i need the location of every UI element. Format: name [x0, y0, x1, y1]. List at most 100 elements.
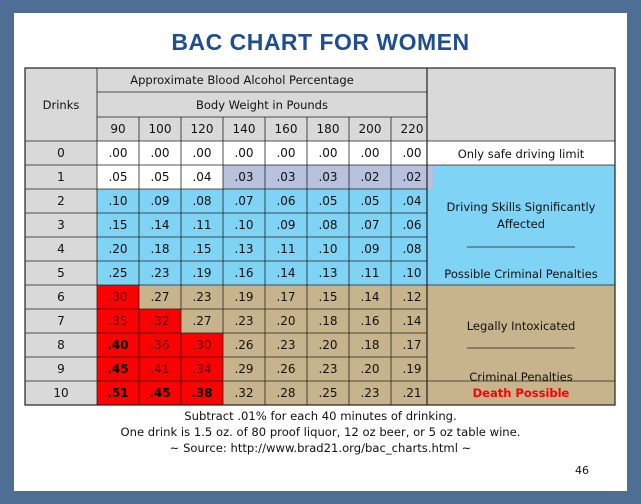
bac-cell-bg — [349, 189, 391, 213]
bac-table: Approximate Blood Alcohol Percentage Drin… — [24, 67, 616, 406]
bac-cell-bg — [97, 237, 139, 261]
legend-criminal-penalties: Criminal Penalties — [469, 370, 572, 384]
bac-cell-bg — [223, 333, 265, 357]
bac-cell-bg — [139, 381, 181, 405]
bac-cell-bg — [265, 261, 307, 285]
bac-cell-bg — [349, 165, 391, 189]
bac-value: .15 — [192, 242, 211, 256]
notes: Subtract .01% for each 40 minutes of dri… — [14, 408, 627, 456]
bac-value: .18 — [318, 314, 337, 328]
bac-value: .12 — [402, 290, 421, 304]
bac-cell-bg — [139, 237, 181, 261]
bac-value: .09 — [360, 242, 379, 256]
legend-legally-intoxicated: Legally Intoxicated — [467, 319, 576, 333]
bac-cell-bg — [139, 261, 181, 285]
weight-label: 180 — [317, 122, 340, 136]
weight-label: 140 — [233, 122, 256, 136]
bac-value: .23 — [234, 314, 253, 328]
bac-value: .32 — [150, 314, 169, 328]
bac-value: .10 — [108, 194, 127, 208]
bac-value: .20 — [318, 338, 337, 352]
bac-value: .26 — [276, 362, 295, 376]
bac-value: .00 — [276, 146, 295, 160]
bac-cell-bg — [349, 357, 391, 381]
bac-value: .11 — [360, 266, 379, 280]
bac-value: .09 — [150, 194, 169, 208]
bac-cell-bg — [139, 141, 181, 165]
bac-cell-bg — [97, 141, 139, 165]
bac-value: .35 — [108, 314, 127, 328]
bac-value: .10 — [318, 242, 337, 256]
bac-value: .27 — [192, 314, 211, 328]
bac-cell-bg — [307, 261, 349, 285]
bac-value: .11 — [276, 242, 295, 256]
weight-label: 90 — [110, 122, 125, 136]
bac-value: .14 — [402, 314, 421, 328]
bac-cell-bg — [391, 165, 433, 189]
bac-value: .14 — [150, 218, 169, 232]
bac-cell-bg — [223, 213, 265, 237]
legend-skills-line2: Affected — [497, 217, 545, 231]
bac-value: .41 — [150, 362, 169, 376]
bac-value: .05 — [150, 170, 169, 184]
bac-value: .45 — [149, 386, 170, 400]
header-approximate-bac: Approximate Blood Alcohol Percentage — [130, 73, 354, 87]
bac-value: .36 — [150, 338, 169, 352]
bac-cell-bg — [265, 141, 307, 165]
bac-cell-bg — [181, 189, 223, 213]
bac-value: .00 — [360, 146, 379, 160]
bac-value: .04 — [402, 194, 421, 208]
bac-cell-bg — [307, 189, 349, 213]
bac-cell-bg — [139, 189, 181, 213]
bac-cell-bg — [307, 309, 349, 333]
bac-cell-bg — [223, 141, 265, 165]
bac-cell-bg — [307, 141, 349, 165]
bac-value: .10 — [402, 266, 421, 280]
bac-cell-bg — [307, 333, 349, 357]
bac-value: .15 — [318, 290, 337, 304]
legend-tan-zone — [427, 285, 615, 381]
bac-value: .25 — [318, 386, 337, 400]
bac-value: .18 — [360, 338, 379, 352]
note-source: ~ Source: http://www.brad21.org/bac_char… — [169, 441, 472, 455]
weight-label: 100 — [149, 122, 172, 136]
bac-cell-bg — [97, 189, 139, 213]
bac-cell-bg — [391, 333, 433, 357]
bac-value: .32 — [234, 386, 253, 400]
bac-value: .13 — [318, 266, 337, 280]
bac-cell-bg — [349, 309, 391, 333]
bac-value: .06 — [402, 218, 421, 232]
bac-cell-bg — [265, 237, 307, 261]
bac-cell-bg — [181, 213, 223, 237]
bac-cell-bg — [181, 309, 223, 333]
bac-cell-bg — [349, 261, 391, 285]
bac-cell-bg — [139, 333, 181, 357]
bac-value: .07 — [360, 218, 379, 232]
bac-cell-bg — [391, 189, 433, 213]
bac-value: .19 — [402, 362, 421, 376]
bac-cell-bg — [265, 381, 307, 405]
legend-skills-line1: Driving Skills Significantly — [447, 200, 596, 214]
bac-value: .03 — [276, 170, 295, 184]
bac-value: .20 — [108, 242, 127, 256]
bac-value: .19 — [234, 290, 253, 304]
bac-cell-bg — [223, 189, 265, 213]
bac-value: .03 — [318, 170, 337, 184]
bac-cell-bg — [97, 357, 139, 381]
legend-header-background — [427, 68, 615, 141]
bac-cell-bg — [97, 333, 139, 357]
drinks-label: 4 — [57, 242, 65, 256]
bac-cell-bg — [265, 309, 307, 333]
bac-cell-bg — [391, 261, 433, 285]
bac-cell-bg — [181, 165, 223, 189]
bac-cell-bg — [223, 357, 265, 381]
bac-cell-bg — [307, 213, 349, 237]
bac-value: .29 — [234, 362, 253, 376]
bac-value: .06 — [276, 194, 295, 208]
bac-cell-bg — [391, 285, 433, 309]
bac-cell-bg — [223, 237, 265, 261]
bac-cell-bg — [265, 213, 307, 237]
bac-value: .07 — [234, 194, 253, 208]
bac-cell-bg — [307, 381, 349, 405]
bac-cell-bg — [181, 357, 223, 381]
